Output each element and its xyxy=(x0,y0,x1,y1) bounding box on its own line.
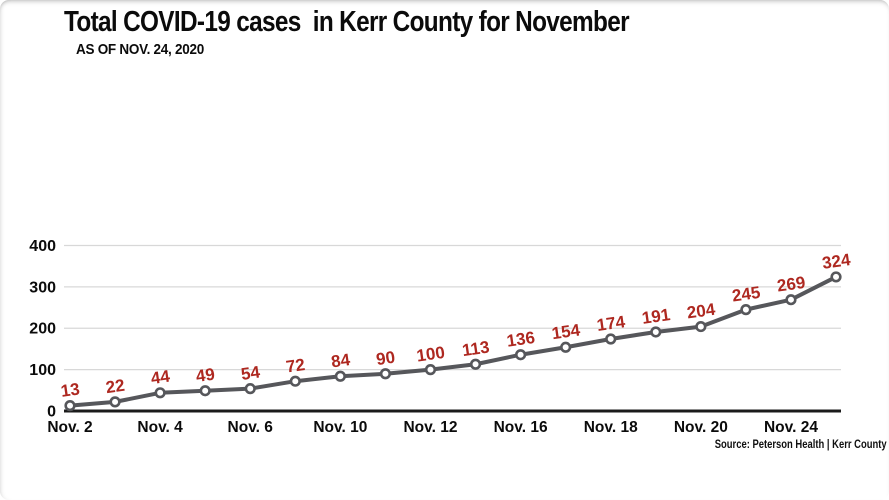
series-line xyxy=(68,274,839,408)
data-point-marker xyxy=(154,387,166,399)
data-point-label: 90 xyxy=(375,348,396,369)
data-point-marker xyxy=(469,358,482,370)
data-point-label: 22 xyxy=(105,376,126,397)
data-point-label: 13 xyxy=(60,379,81,400)
data-point-marker xyxy=(560,341,572,353)
data-point-marker xyxy=(514,349,527,361)
data-point-marker xyxy=(199,385,211,397)
data-point-label: 269 xyxy=(776,273,807,296)
x-axis-tick-label: Nov. 6 xyxy=(228,419,274,436)
y-axis-tick-label: 400 xyxy=(29,238,56,255)
data-point-label: 191 xyxy=(641,305,672,328)
data-point-label: 100 xyxy=(415,343,446,366)
data-point-marker xyxy=(109,396,121,408)
data-point-label: 245 xyxy=(731,283,762,306)
x-axis-tick-label: Nov. 18 xyxy=(584,419,638,436)
chart-subtitle: AS OF NOV. 24, 2020 xyxy=(76,41,204,58)
y-axis-tick-label: 200 xyxy=(29,321,56,338)
data-point-marker xyxy=(785,294,797,306)
data-point-label: 324 xyxy=(821,250,852,273)
source-credit: Source: Peterson Health | Kerr County xyxy=(715,439,887,451)
data-point-marker xyxy=(650,326,662,338)
x-axis-tick-label: Nov. 4 xyxy=(137,419,183,436)
data-point-label: 49 xyxy=(195,365,216,386)
x-axis-tick-label: Nov. 16 xyxy=(494,419,548,436)
data-point-marker xyxy=(64,400,76,412)
x-axis-tick-label: Nov. 12 xyxy=(403,419,457,436)
data-point-marker xyxy=(424,364,437,376)
data-point-marker xyxy=(244,383,256,395)
data-point-marker xyxy=(379,368,392,380)
data-point-label: 44 xyxy=(150,367,172,389)
y-axis-tick-label: 0 xyxy=(47,404,56,421)
x-axis-tick-label: Nov. 10 xyxy=(313,419,367,436)
data-point-label: 113 xyxy=(461,337,491,360)
data-point-label: 174 xyxy=(596,312,627,335)
data-point-marker xyxy=(740,304,752,316)
x-axis-tick-label: Nov. 20 xyxy=(674,419,728,436)
data-point-label: 136 xyxy=(505,328,536,351)
data-point-marker xyxy=(695,320,707,333)
data-point-marker xyxy=(289,375,301,387)
x-axis-tick-label: Nov. 2 xyxy=(47,419,92,436)
data-point-marker xyxy=(334,370,346,382)
data-point-label: 72 xyxy=(285,355,306,376)
data-point-marker xyxy=(605,333,617,345)
y-axis-tick-label: 100 xyxy=(29,362,56,379)
data-point-label: 54 xyxy=(240,362,262,384)
chart-title: Total COVID-19 cases in Kerr County for … xyxy=(64,6,630,38)
data-point-marker xyxy=(830,271,842,283)
y-axis-tick-label: 300 xyxy=(29,279,56,296)
x-axis-tick-label: Nov. 24 xyxy=(764,419,818,436)
data-point-label: 204 xyxy=(686,300,717,323)
data-point-label: 84 xyxy=(330,350,352,372)
data-point-label: 154 xyxy=(551,320,582,343)
